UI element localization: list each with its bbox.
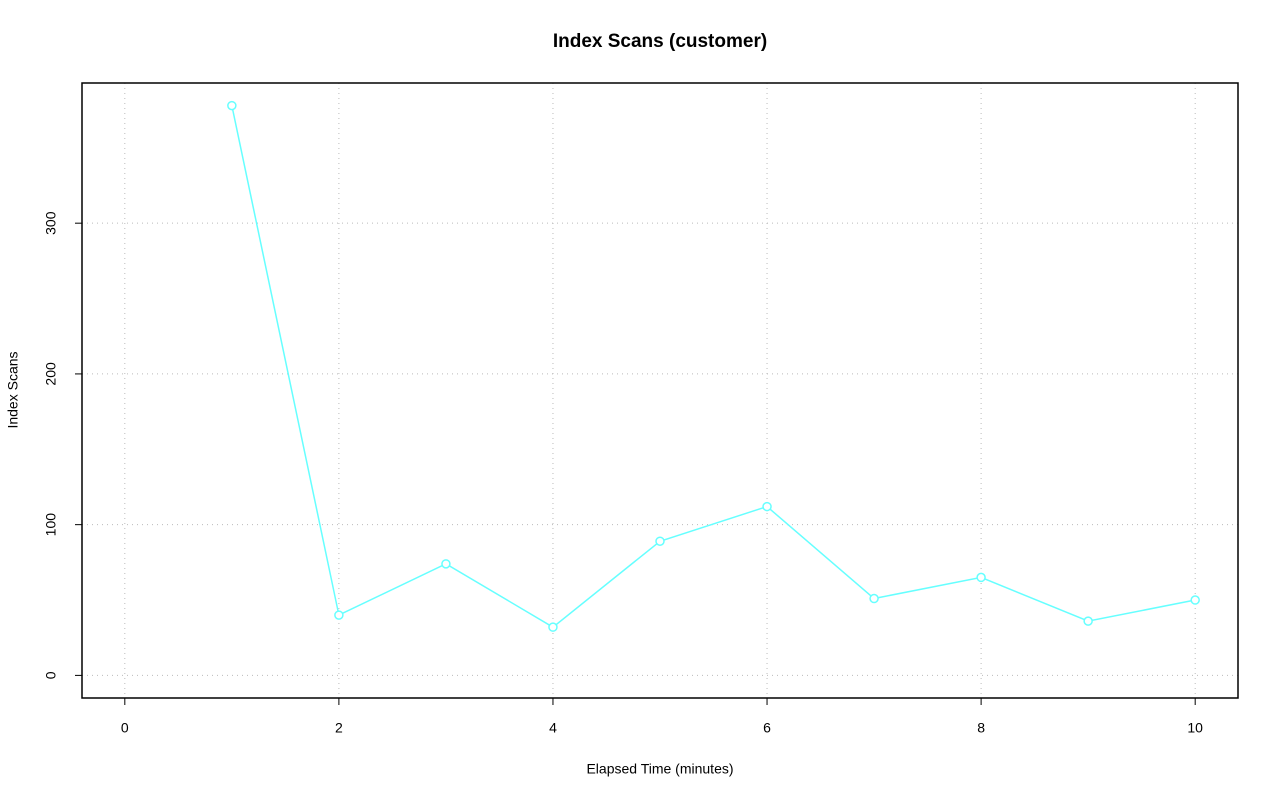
y-tick-label: 100 bbox=[43, 513, 59, 537]
data-point bbox=[334, 610, 344, 620]
data-point bbox=[762, 501, 772, 512]
y-tick-label: 300 bbox=[43, 211, 59, 235]
data-point bbox=[869, 593, 879, 604]
plot-frame bbox=[81, 82, 1239, 699]
data-point bbox=[548, 622, 558, 632]
data-point bbox=[655, 536, 665, 546]
data-point bbox=[976, 572, 986, 583]
x-axis-label: Elapsed Time (minutes) bbox=[586, 761, 733, 777]
y-tick-label: 200 bbox=[43, 362, 59, 386]
chart-title: Index Scans (customer) bbox=[553, 31, 767, 52]
x-tick-label: 0 bbox=[121, 720, 129, 736]
data-point bbox=[1190, 595, 1200, 605]
x-tick-label: 2 bbox=[335, 720, 343, 736]
x-tick-label: 10 bbox=[1187, 720, 1203, 736]
data-point bbox=[1083, 616, 1093, 626]
data-line bbox=[231, 105, 1196, 629]
y-tick-label: 0 bbox=[43, 671, 59, 679]
x-tick-label: 8 bbox=[977, 720, 985, 736]
y-axis-label: Index Scans bbox=[5, 351, 21, 428]
data-point bbox=[227, 100, 237, 111]
x-tick-label: 6 bbox=[763, 720, 771, 736]
data-point bbox=[441, 559, 451, 569]
x-tick-label: 4 bbox=[549, 720, 557, 736]
